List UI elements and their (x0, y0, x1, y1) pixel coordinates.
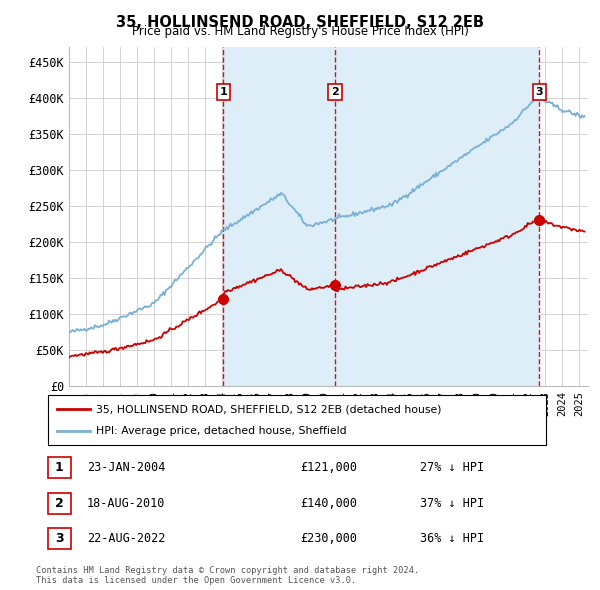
Text: Price paid vs. HM Land Registry's House Price Index (HPI): Price paid vs. HM Land Registry's House … (131, 25, 469, 38)
Text: 2: 2 (55, 497, 64, 510)
Text: £140,000: £140,000 (300, 497, 357, 510)
Text: HPI: Average price, detached house, Sheffield: HPI: Average price, detached house, Shef… (96, 427, 347, 437)
Text: 35, HOLLINSEND ROAD, SHEFFIELD, S12 2EB: 35, HOLLINSEND ROAD, SHEFFIELD, S12 2EB (116, 15, 484, 30)
Text: Contains HM Land Registry data © Crown copyright and database right 2024.
This d: Contains HM Land Registry data © Crown c… (36, 566, 419, 585)
Text: £230,000: £230,000 (300, 532, 357, 545)
Text: 37% ↓ HPI: 37% ↓ HPI (420, 497, 484, 510)
Text: 23-JAN-2004: 23-JAN-2004 (87, 461, 166, 474)
Text: 35, HOLLINSEND ROAD, SHEFFIELD, S12 2EB (detached house): 35, HOLLINSEND ROAD, SHEFFIELD, S12 2EB … (96, 404, 442, 414)
Text: £121,000: £121,000 (300, 461, 357, 474)
Bar (335, 47, 539, 386)
Text: 18-AUG-2010: 18-AUG-2010 (87, 497, 166, 510)
Text: 22-AUG-2022: 22-AUG-2022 (87, 532, 166, 545)
Bar (223, 47, 335, 386)
Text: 1: 1 (220, 87, 227, 97)
Text: 36% ↓ HPI: 36% ↓ HPI (420, 532, 484, 545)
Text: 3: 3 (55, 532, 64, 545)
Text: 3: 3 (535, 87, 543, 97)
Text: 2: 2 (331, 87, 339, 97)
Text: 27% ↓ HPI: 27% ↓ HPI (420, 461, 484, 474)
Text: 1: 1 (55, 461, 64, 474)
